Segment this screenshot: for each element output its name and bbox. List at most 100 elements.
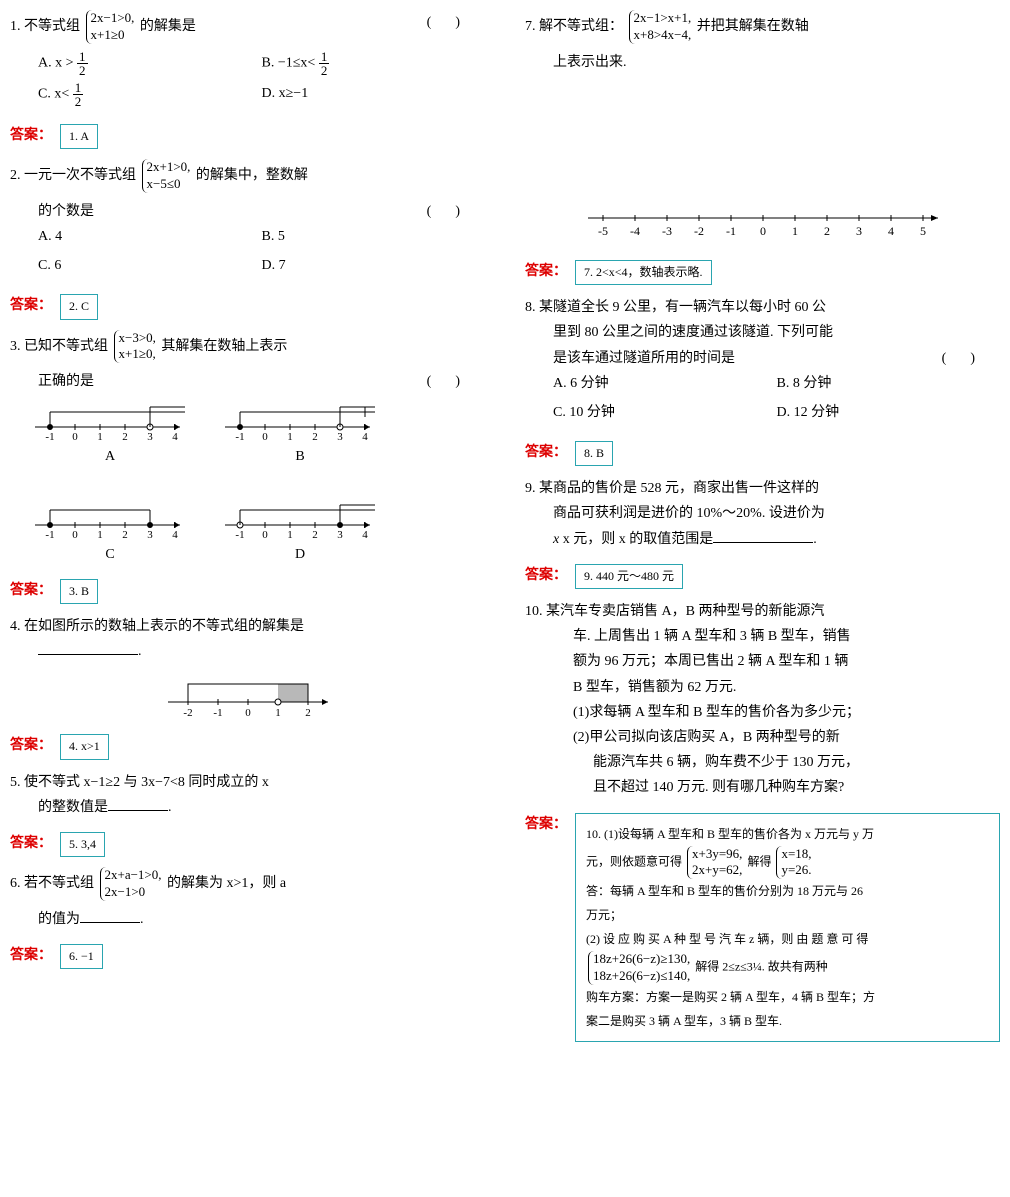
q3-diagram-A: -101234 A (30, 402, 190, 469)
svg-text:1: 1 (287, 431, 293, 442)
svg-text:0: 0 (262, 431, 268, 442)
svg-text:3: 3 (337, 529, 343, 540)
svg-text:-1: -1 (45, 431, 54, 442)
q8-optB: B. 8 分钟 (777, 371, 1001, 396)
q8-optA: A. 6 分钟 (553, 371, 777, 396)
q3-diagram-D: -101234 D (220, 500, 380, 567)
question-4: 4. 在如图所示的数轴上表示的不等式组的解集是 . -2-1012 (10, 614, 485, 722)
q4-text: 4. 在如图所示的数轴上表示的不等式组的解集是 (10, 614, 485, 639)
answer-5: 答案： 5. 3,4 (10, 832, 485, 857)
q2-line2: 的个数是 (38, 204, 94, 219)
svg-text:0: 0 (760, 224, 766, 238)
q3-system: x−3>0, x+1≥0, (114, 330, 156, 364)
svg-text:2: 2 (312, 529, 318, 540)
answer-9: 答案： 9. 440 元～480 元 (525, 564, 1000, 589)
answer-7: 答案： 7. 2<x<4，数轴表示略. (525, 260, 1000, 285)
question-2: 2. 一元一次不等式组 2x+1>0, x−5≤0 的解集中，整数解 的个数是 … (10, 159, 485, 282)
q1-system: 2x−1>0, x+1≥0 (86, 10, 135, 44)
question-10: 10. 某汽车专卖店销售 A，B 两种型号的新能源汽 车. 上周售出 1 辆 A… (525, 599, 1000, 801)
question-8: 8. 某隧道全长 9 公里，有一辆汽车以每小时 60 公 里到 80 公里之间的… (525, 295, 1000, 429)
svg-text:-1: -1 (235, 529, 244, 540)
svg-text:2: 2 (305, 707, 311, 719)
svg-text:3: 3 (337, 431, 343, 442)
svg-text:0: 0 (72, 529, 78, 540)
q6-num: 6. (10, 876, 21, 891)
q3-diagram-C: -101234 C (30, 500, 190, 567)
svg-text:-1: -1 (235, 431, 244, 442)
q1-optD: D. x≥−1 (262, 81, 486, 108)
q3-diagram-B: -101234 B (220, 402, 380, 469)
q5-blank (108, 797, 168, 811)
svg-text:2: 2 (122, 431, 128, 442)
ans8-box: 8. B (575, 441, 613, 466)
question-7: 7. 解不等式组： 2x−1>x+1, x+8>4x−4, 并把其解集在数轴 上… (525, 10, 1000, 248)
svg-text:5: 5 (920, 224, 926, 238)
answer-10: 答案： 10. (1)设每辆 A 型车和 B 型车的售价各为 x 万元与 y 万… (525, 813, 1000, 1043)
q3-post: 其解集在数轴上表示 (161, 339, 287, 354)
q7-numberline: -5-4-3-2-1012345 (573, 203, 953, 248)
question-9: 9. 某商品的售价是 528 元，商家出售一件这样的 商品可获利润是进价的 10… (525, 476, 1000, 552)
q4-blank (38, 641, 138, 655)
svg-text:-2: -2 (694, 224, 704, 238)
q4-diagram: -2-1012 (158, 672, 338, 722)
q8-optD: D. 12 分钟 (777, 400, 1001, 425)
ans-label: 答案： (10, 124, 52, 144)
svg-text:3: 3 (856, 224, 862, 238)
q6-system: 2x+a−1>0, 2x−1>0 (100, 867, 162, 901)
q2-optB: B. 5 (262, 224, 486, 249)
q9-l3: x 元，则 x 的取值范围是 (563, 532, 714, 547)
q1-num: 1. (10, 19, 21, 34)
q9-blank (713, 529, 813, 543)
question-1: 1. 不等式组 2x−1>0, x+1≥0 的解集是 ( ) A. x > 12… (10, 10, 485, 112)
svg-text:-5: -5 (598, 224, 608, 238)
q10-l8: 且不超过 140 万元. 则有哪几种购车方案? (525, 775, 1000, 800)
ans9-box: 9. 440 元～480 元 (575, 564, 683, 589)
q10-l3: 额为 96 万元；本周已售出 2 辆 A 型车和 1 辆 (525, 649, 1000, 674)
q1-optA: A. x > 12 (38, 50, 262, 77)
svg-text:-3: -3 (662, 224, 672, 238)
left-column: 1. 不等式组 2x−1>0, x+1≥0 的解集是 ( ) A. x > 12… (10, 10, 485, 1052)
q8-l3: 是该车通过隧道所用的时间是 (553, 351, 735, 366)
ans4-box: 4. x>1 (60, 734, 109, 759)
q9-l2: 商品可获利润是进价的 10%～20%. 设进价为 (525, 501, 1000, 526)
svg-text:1: 1 (275, 707, 281, 719)
svg-text:-4: -4 (630, 224, 640, 238)
q7-post: 并把其解集在数轴 (697, 19, 809, 34)
q1-optB: B. −1≤x< 12 (262, 50, 486, 77)
question-3: 3. 已知不等式组 x−3>0, x+1≥0, 其解集在数轴上表示 正确的是 (… (10, 330, 485, 567)
svg-text:1: 1 (792, 224, 798, 238)
svg-text:-2: -2 (183, 707, 192, 719)
q10-l2: 车. 上周售出 1 辆 A 型车和 3 辆 B 型车，销售 (525, 624, 1000, 649)
q3-num: 3. (10, 339, 21, 354)
q1-sys1: 2x−1>0, (91, 10, 135, 27)
svg-text:0: 0 (262, 529, 268, 540)
answer-6: 答案： 6. −1 (10, 944, 485, 969)
ans3-box: 3. B (60, 579, 98, 604)
question-6: 6. 若不等式组 2x+a−1>0, 2x−1>0 的解集为 x>1，则 a 的… (10, 867, 485, 932)
svg-text:1: 1 (97, 529, 103, 540)
q3-pre: 已知不等式组 (24, 339, 108, 354)
answer-4: 答案： 4. x>1 (10, 734, 485, 759)
q7-num: 7. (525, 19, 536, 34)
q10-l5: (1)求每辆 A 型车和 B 型车的售价各为多少元； (525, 700, 1000, 725)
svg-text:1: 1 (97, 431, 103, 442)
svg-text:1: 1 (287, 529, 293, 540)
q2-optC: C. 6 (38, 253, 262, 278)
answer-1: 答案： 1. A (10, 124, 485, 149)
q6-blank (80, 909, 140, 923)
svg-text:3: 3 (147, 529, 153, 540)
q3-paren: ( ) (427, 369, 465, 394)
ans2-box: 2. C (60, 294, 98, 319)
svg-text:2: 2 (824, 224, 830, 238)
answer-2: 答案： 2. C (10, 294, 485, 319)
q8-l2: 里到 80 公里之间的速度通过该隧道. 下列可能 (525, 320, 1000, 345)
q2-post: 的解集中，整数解 (196, 168, 308, 183)
q10-l7: 能源汽车共 6 辆，购车费不少于 130 万元， (525, 750, 1000, 775)
q7-system: 2x−1>x+1, x+8>4x−4, (629, 10, 692, 44)
q7-pre: 解不等式组： (539, 19, 623, 34)
svg-text:-1: -1 (45, 529, 54, 540)
q1-post: 的解集是 (140, 19, 196, 34)
ans10-box: 10. (1)设每辆 A 型车和 B 型车的售价各为 x 万元与 y 万 元，则… (575, 813, 1000, 1043)
q8-paren: ( ) (942, 346, 980, 371)
q1-optC: C. x< 12 (38, 81, 262, 108)
